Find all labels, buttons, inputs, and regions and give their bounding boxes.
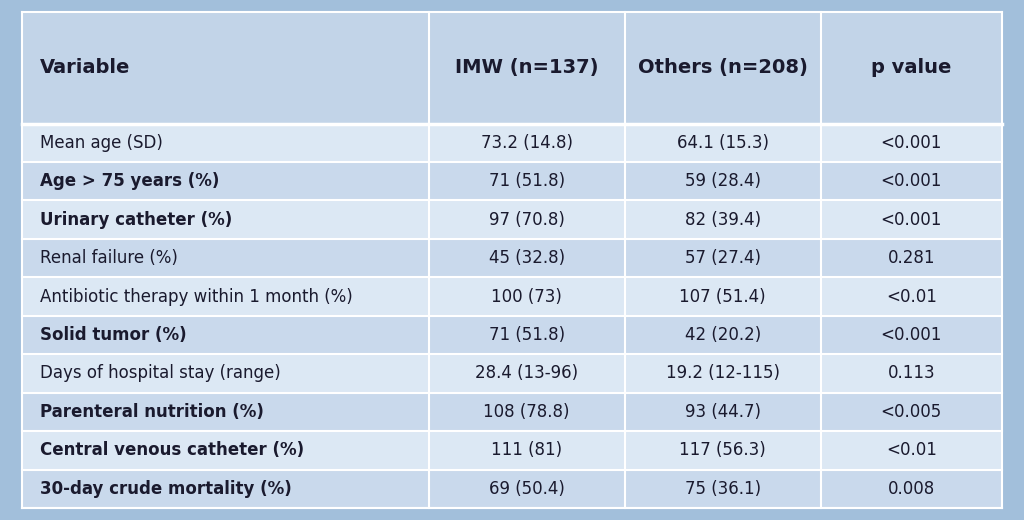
Text: Days of hospital stay (range): Days of hospital stay (range) bbox=[40, 365, 281, 383]
Text: 30-day crude mortality (%): 30-day crude mortality (%) bbox=[40, 480, 292, 498]
Text: <0.001: <0.001 bbox=[881, 326, 942, 344]
Text: Mean age (SD): Mean age (SD) bbox=[40, 134, 163, 152]
Bar bbox=[22, 201, 1002, 239]
Text: <0.001: <0.001 bbox=[881, 211, 942, 229]
Text: 82 (39.4): 82 (39.4) bbox=[685, 211, 761, 229]
Text: <0.01: <0.01 bbox=[886, 288, 937, 306]
Bar bbox=[22, 124, 1002, 162]
Text: Renal failure (%): Renal failure (%) bbox=[40, 249, 178, 267]
Text: 97 (70.8): 97 (70.8) bbox=[488, 211, 564, 229]
Text: Others (n=208): Others (n=208) bbox=[638, 58, 808, 77]
Text: 28.4 (13-96): 28.4 (13-96) bbox=[475, 365, 579, 383]
Text: 100 (73): 100 (73) bbox=[492, 288, 562, 306]
Text: 93 (44.7): 93 (44.7) bbox=[685, 403, 761, 421]
Text: 45 (32.8): 45 (32.8) bbox=[488, 249, 565, 267]
Text: 57 (27.4): 57 (27.4) bbox=[685, 249, 761, 267]
Text: <0.001: <0.001 bbox=[881, 172, 942, 190]
Text: Parenteral nutrition (%): Parenteral nutrition (%) bbox=[40, 403, 264, 421]
Text: 111 (81): 111 (81) bbox=[492, 441, 562, 459]
Text: 71 (51.8): 71 (51.8) bbox=[488, 326, 565, 344]
Text: 107 (51.4): 107 (51.4) bbox=[679, 288, 766, 306]
Text: Age > 75 years (%): Age > 75 years (%) bbox=[40, 172, 219, 190]
Bar bbox=[22, 316, 1002, 354]
Text: 42 (20.2): 42 (20.2) bbox=[685, 326, 761, 344]
Bar bbox=[22, 431, 1002, 470]
Text: IMW (n=137): IMW (n=137) bbox=[455, 58, 598, 77]
Text: 71 (51.8): 71 (51.8) bbox=[488, 172, 565, 190]
Text: 19.2 (12-115): 19.2 (12-115) bbox=[666, 365, 779, 383]
Text: <0.001: <0.001 bbox=[881, 134, 942, 152]
Bar bbox=[22, 470, 1002, 508]
Text: 75 (36.1): 75 (36.1) bbox=[685, 480, 761, 498]
Bar bbox=[22, 393, 1002, 431]
Text: 64.1 (15.3): 64.1 (15.3) bbox=[677, 134, 769, 152]
Text: p value: p value bbox=[871, 58, 951, 77]
Text: 108 (78.8): 108 (78.8) bbox=[483, 403, 570, 421]
Text: Solid tumor (%): Solid tumor (%) bbox=[40, 326, 186, 344]
Text: 117 (56.3): 117 (56.3) bbox=[679, 441, 766, 459]
Text: 0.281: 0.281 bbox=[888, 249, 935, 267]
Text: Antibiotic therapy within 1 month (%): Antibiotic therapy within 1 month (%) bbox=[40, 288, 352, 306]
Text: Urinary catheter (%): Urinary catheter (%) bbox=[40, 211, 232, 229]
Bar bbox=[22, 239, 1002, 277]
Text: 0.113: 0.113 bbox=[888, 365, 935, 383]
Text: <0.005: <0.005 bbox=[881, 403, 942, 421]
Bar bbox=[22, 12, 1002, 124]
Bar bbox=[22, 354, 1002, 393]
Text: 73.2 (14.8): 73.2 (14.8) bbox=[480, 134, 572, 152]
Text: Variable: Variable bbox=[40, 58, 130, 77]
Text: 0.008: 0.008 bbox=[888, 480, 935, 498]
Text: Central venous catheter (%): Central venous catheter (%) bbox=[40, 441, 304, 459]
Text: 69 (50.4): 69 (50.4) bbox=[488, 480, 564, 498]
Text: 59 (28.4): 59 (28.4) bbox=[685, 172, 761, 190]
Bar bbox=[22, 162, 1002, 201]
Text: <0.01: <0.01 bbox=[886, 441, 937, 459]
Bar bbox=[22, 277, 1002, 316]
